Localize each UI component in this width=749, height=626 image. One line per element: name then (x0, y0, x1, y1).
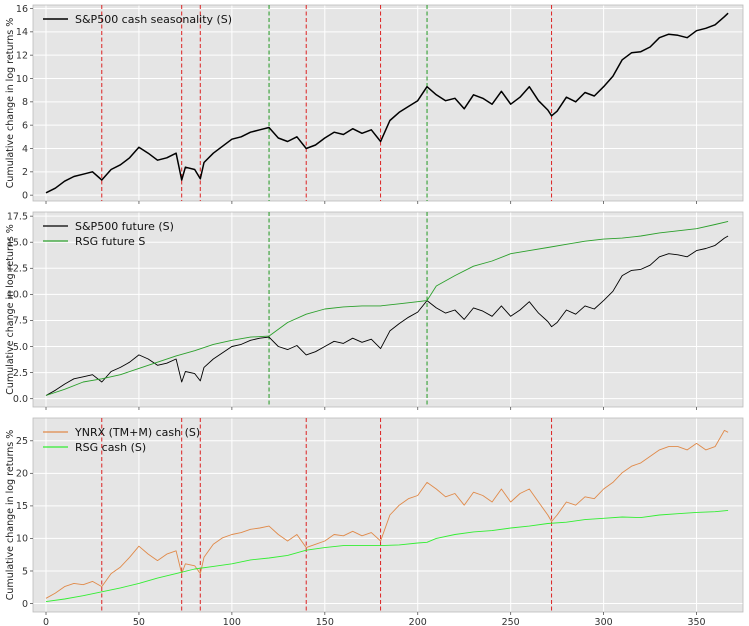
panel-1-ytick-label-8: 8 (22, 97, 28, 108)
panel-3-xtick-label-50: 50 (133, 617, 145, 626)
panel-1-ytick-label-12: 12 (16, 50, 28, 61)
panel-2-ytick-label-0: 0.0 (13, 394, 28, 405)
panel-3-ytick-label-5: 5 (22, 566, 28, 577)
panel-3-legend-label-1: YNRX (TM+M) cash (S) (74, 426, 200, 439)
panel-2-ytick-label-17.5: 17.5 (7, 211, 28, 222)
panel-3-ytick-label-0: 0 (22, 599, 28, 610)
panel-3-ylabel: Cumulative change in log returns % (5, 430, 16, 600)
panel-3-series-2-line (45, 509, 729, 603)
panel-1-legend-label-1: S&P500 cash seasonality (S) (75, 13, 232, 26)
panel-2-legend-label-1: S&P500 future (S) (75, 220, 174, 233)
panel-3-xtick-label-200: 200 (409, 617, 427, 626)
panel-1-ytick-label-4: 4 (22, 144, 28, 155)
panel-1-background (33, 5, 743, 201)
panel-2-ytick-label-15: 15.0 (7, 238, 28, 249)
panel-1-ytick-label-16: 16 (16, 4, 28, 15)
panel-2-ylabel: Cumulative change in log returns % (5, 224, 16, 394)
panel-3-xtick-label-150: 150 (316, 617, 334, 626)
panel-2-ytick-label-2.5: 2.5 (13, 368, 28, 379)
panel-1-frame (32, 4, 744, 202)
panel-2-series-2-line (45, 220, 729, 396)
panel-1-series-1-line (45, 12, 729, 194)
panel-3-xtick-label-350: 350 (687, 617, 705, 626)
panel-2-ytick-label-12.5: 12.5 (7, 264, 28, 275)
panel-2-series-1-line (45, 235, 729, 396)
panel-2-ytick-label-7.5: 7.5 (13, 316, 28, 327)
panel-2-ytick-label-5: 5.0 (13, 342, 28, 353)
panel-3-ytick-label-10: 10 (16, 534, 28, 545)
panel-2-legend-label-2: RSG future S (75, 235, 145, 248)
panel-2-background (33, 212, 743, 407)
panel-1-ytick-label-2: 2 (22, 167, 28, 178)
panel-2: 0.0 2.5 5.0 7.5 10.0 12.5 15.0 17.5 Cumulative c… (5, 211, 744, 410)
panel-1-ytick-label-0: 0 (22, 190, 28, 201)
panel-1-ylabel: Cumulative change in log returns % (5, 18, 16, 188)
panel-3-ytick-label-20: 20 (16, 469, 28, 480)
panel-3-xtick-label-100: 100 (223, 617, 241, 626)
panel-3-xtick-label-300: 300 (595, 617, 613, 626)
panel-1-ytick-label-10: 10 (16, 74, 28, 85)
panel-1-ytick-label-6: 6 (22, 120, 28, 131)
panel-3-legend-label-2: RSG cash (S) (75, 441, 146, 454)
panel-3-ytick-label-25: 25 (16, 436, 28, 447)
panel-3-ytick-label-15: 15 (16, 501, 28, 512)
panel-3-xtick-label-250: 250 (502, 617, 520, 626)
panel-3-series-1-line (45, 429, 729, 599)
panel-2-ytick-label-10: 10.0 (7, 290, 28, 301)
panel-3-xtick-label-0: 0 (43, 617, 49, 626)
panel-2-frame (32, 211, 744, 408)
panel-3-frame (32, 417, 744, 613)
panel-1-ytick-label-14: 14 (16, 27, 28, 38)
